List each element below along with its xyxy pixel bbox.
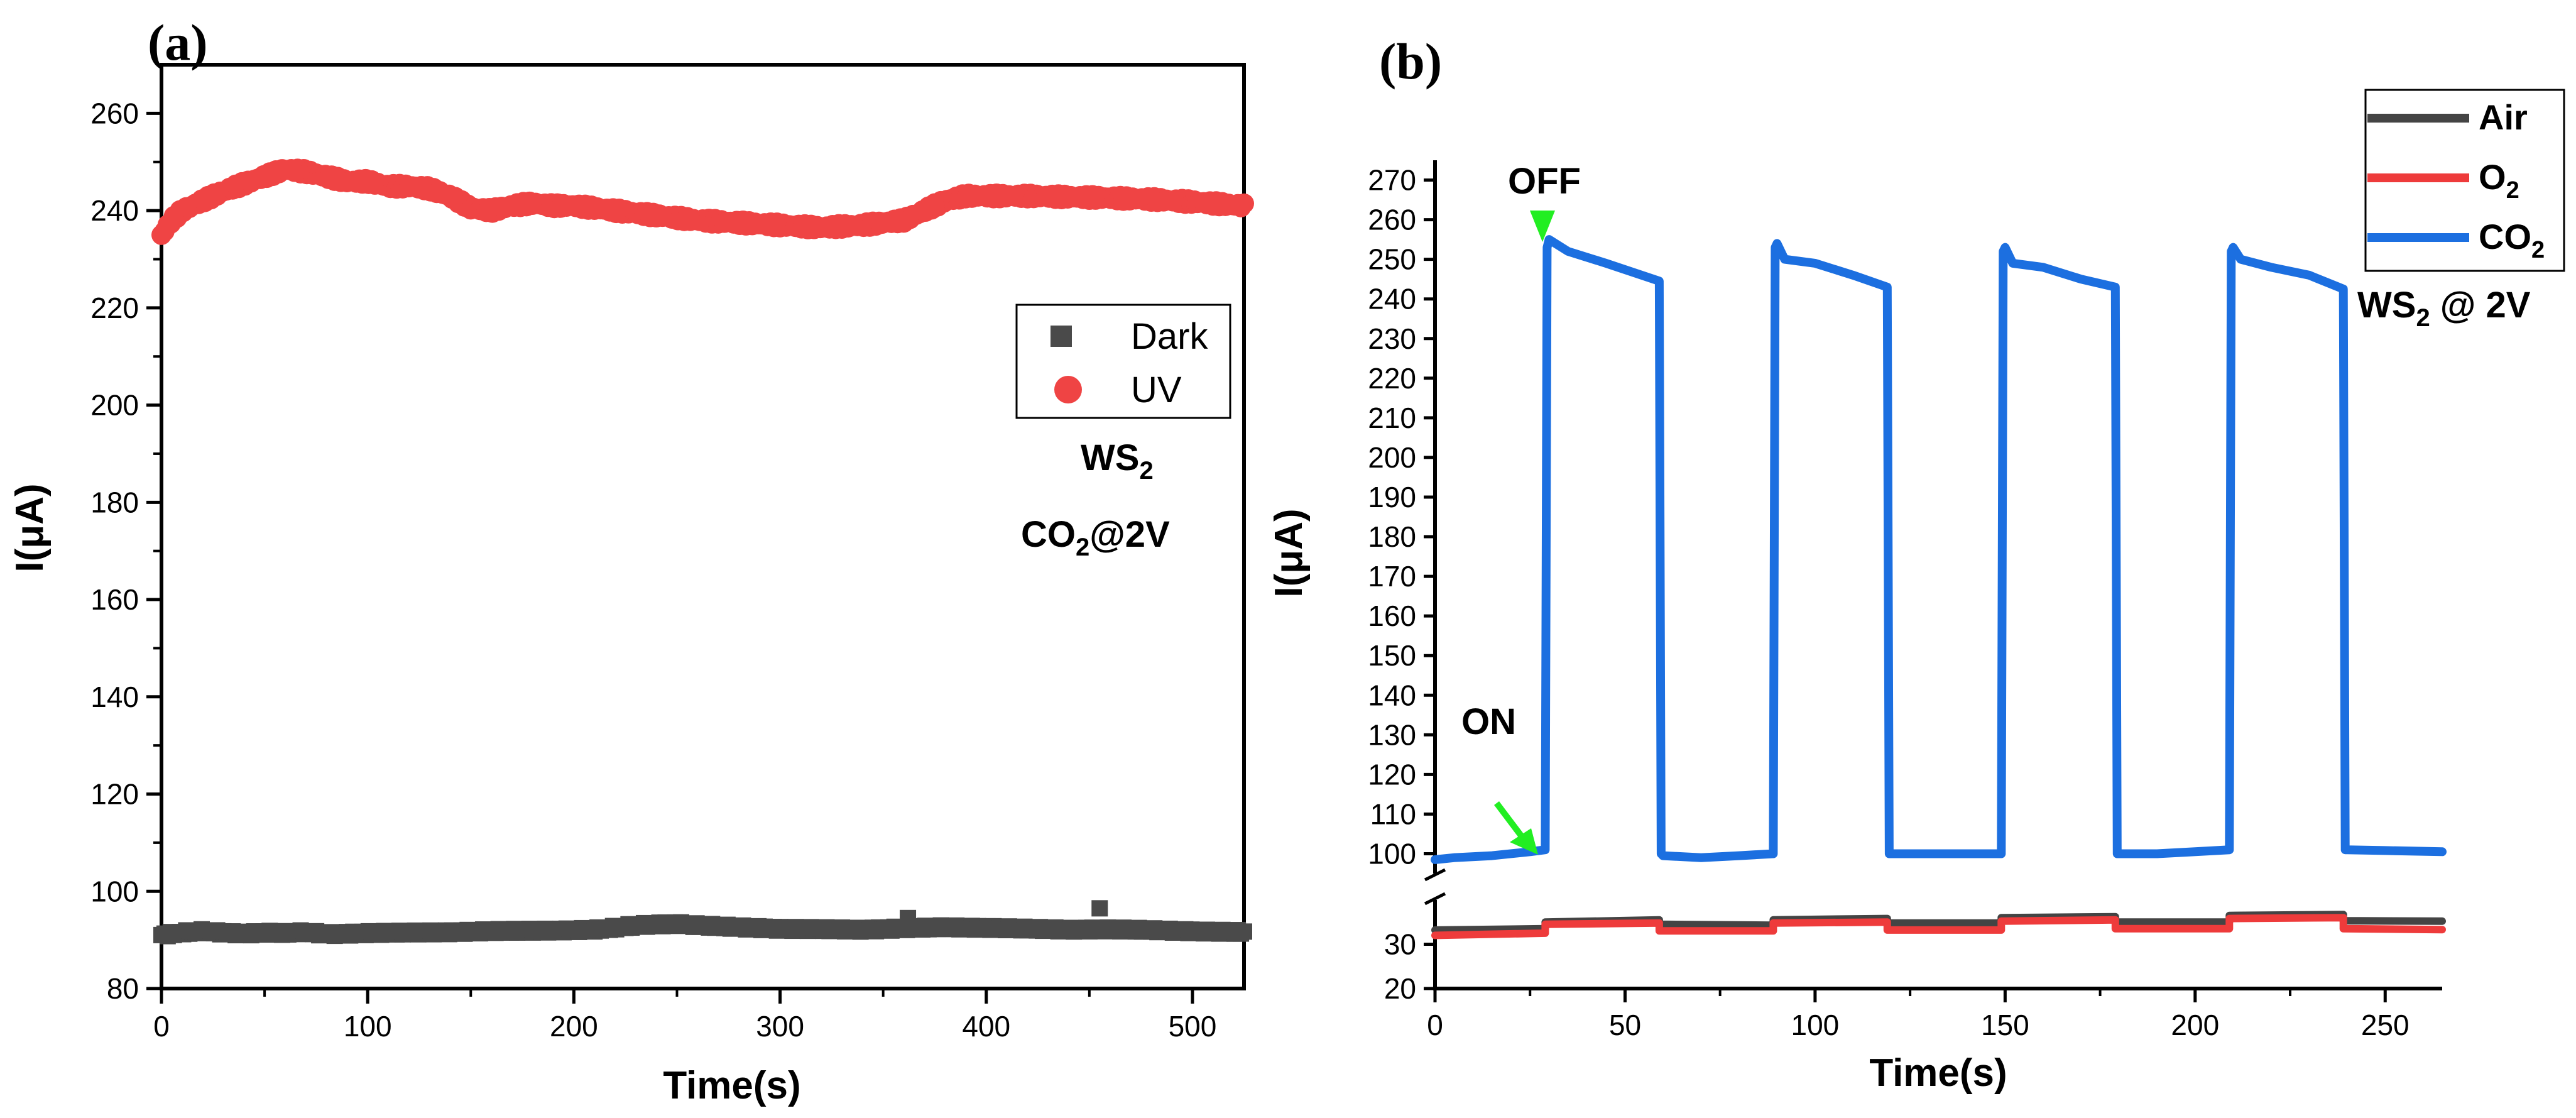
on-arrow-shaft [1494,801,1526,841]
legend-dark-label: Dark [1131,316,1208,357]
plot-a-legend: Dark UV [1015,304,1231,419]
svg-text:O2: O2 [2479,157,2519,204]
x-tick-label-a: 100 [344,1010,392,1043]
y-tick-label-a: 260 [90,97,139,129]
plot-a-y-title: I(μA) [8,483,52,572]
x-tick-label-b: 200 [2171,1009,2219,1041]
y-tick-label-b: 100 [1368,837,1416,870]
y-tick-label-a: 140 [90,681,139,713]
y-tick-label-b: 110 [1370,797,1416,830]
x-tick-label-b: 50 [1609,1009,1641,1041]
y-tick-label-b: 270 [1368,164,1416,197]
y-tick-label-b: 230 [1368,322,1416,355]
y-tick-label-b-lower: 30 [1384,928,1416,961]
y-tick-label-a: 180 [90,486,139,518]
plot-a-annotation: WS2 CO2@2V [1021,437,1170,561]
y-tick-label-b: 260 [1368,204,1416,236]
y-tick-label-b: 190 [1368,481,1416,513]
plot-a-data [151,158,1254,945]
annot-a-ws-sub: 2 [1139,457,1153,485]
y-tick-label-b: 120 [1368,758,1416,791]
panel-b-label: (b) [1379,33,1442,90]
y-tick-label-b: 160 [1368,600,1416,632]
x-tick-label-a: 500 [1169,1010,1217,1043]
annot-b-ws-rest: @ 2V [2430,285,2531,326]
series-o2-line [1431,914,2446,940]
y-tick-label-b: 140 [1368,679,1416,711]
legend-dark-marker [1051,326,1072,347]
legend-o2-sub: 2 [2506,177,2519,204]
annot-b-ws-sub: 2 [2416,304,2430,332]
legend-a-box [1015,304,1231,419]
y-tick-label-b: 200 [1368,441,1416,474]
svg-text:WS2 @ 2V: WS2 @ 2V [2357,285,2531,332]
svg-text:CO2@2V: CO2@2V [1021,514,1170,561]
y-tick-label-b: 240 [1368,283,1416,315]
plot-b-y-ticks: 100 110 120 130 140 150 160 170 180 190 200 210 220 2… [1368,164,1435,1005]
y-tick-label-b: 130 [1368,718,1416,751]
x-tick-label-a: 400 [962,1010,1010,1043]
svg-text:CO2: CO2 [2479,217,2545,263]
plot-b-data [1431,235,2447,940]
legend-uv-marker [1054,376,1082,403]
legend-air-label: Air [2479,97,2528,137]
plot-a-x-ticks: 0 100 200 300 400 500 [153,989,1216,1043]
x-tick-label-b: 250 [2361,1009,2410,1041]
x-tick-label-a: 200 [550,1010,598,1043]
y-tick-label-a: 220 [90,292,139,324]
y-tick-label-b: 180 [1368,520,1416,553]
x-tick-label-b: 100 [1791,1009,1840,1041]
x-tick-label-b: 150 [1981,1009,2029,1041]
y-tick-label-a: 200 [90,389,139,422]
y-tick-label-a: 240 [90,194,139,227]
y-tick-label-b: 250 [1368,243,1416,276]
y-tick-label-a: 120 [90,778,139,811]
annot-a-co-sub: 2 [1076,534,1089,561]
plot-b-legend: Air O2 CO2 [2364,89,2565,272]
panel-a-label: (a) [148,14,208,71]
y-tick-label-b: 210 [1368,402,1416,434]
panel-b: (b) 100110120130140150160170180190200210… [1267,33,2565,1095]
uv-point [1234,193,1254,214]
svg-text:WS2: WS2 [1081,437,1154,485]
annot-a-ws: WS [1081,437,1139,478]
x-tick-label-a: 300 [756,1010,804,1043]
plot-b-x-title: Time(s) [1869,1051,2007,1095]
legend-co2-sub: 2 [2531,237,2545,263]
y-tick-label-a: 80 [107,972,139,1005]
annot-off: OFF [1508,161,1581,202]
plot-a-x-title: Time(s) [663,1064,800,1107]
annot-on: ON [1461,701,1516,742]
annot-a-2v: @2V [1089,514,1170,555]
legend-uv-label: UV [1131,370,1182,410]
y-tick-label-b: 150 [1368,639,1416,672]
y-tick-label-b-lower: 20 [1384,972,1416,1005]
y-tick-label-b: 170 [1368,560,1416,593]
plot-b-x-ticks: 0 50 100 150 200 250 [1427,989,2410,1041]
legend-o2-label: O [2479,157,2506,197]
dark-point [1091,900,1108,917]
plot-a-frame [160,63,1246,990]
y-tick-label-a: 160 [90,583,139,616]
axis-break-mark-1 [1424,868,1446,882]
series-co2-line [1431,235,2447,864]
dark-point [1236,923,1252,940]
off-marker-triangle [1530,211,1555,242]
x-tick-label-a: 0 [153,1010,170,1043]
x-tick-label-b: 0 [1427,1009,1443,1041]
legend-co2-label: CO [2479,217,2531,256]
annot-a-co: CO [1021,514,1076,555]
plot-b-y-title: I(μA) [1267,508,1311,597]
annot-b-ws: WS [2357,285,2416,326]
y-tick-label-b: 220 [1368,362,1416,395]
on-arrow-head [1510,828,1538,855]
plot-a-y-ticks: 80 100 120 140 160 180 200 220 240 260 [90,97,161,1005]
axis-break-mark-2 [1424,892,1446,906]
dark-point [900,909,917,926]
y-tick-label-a: 100 [90,875,139,907]
